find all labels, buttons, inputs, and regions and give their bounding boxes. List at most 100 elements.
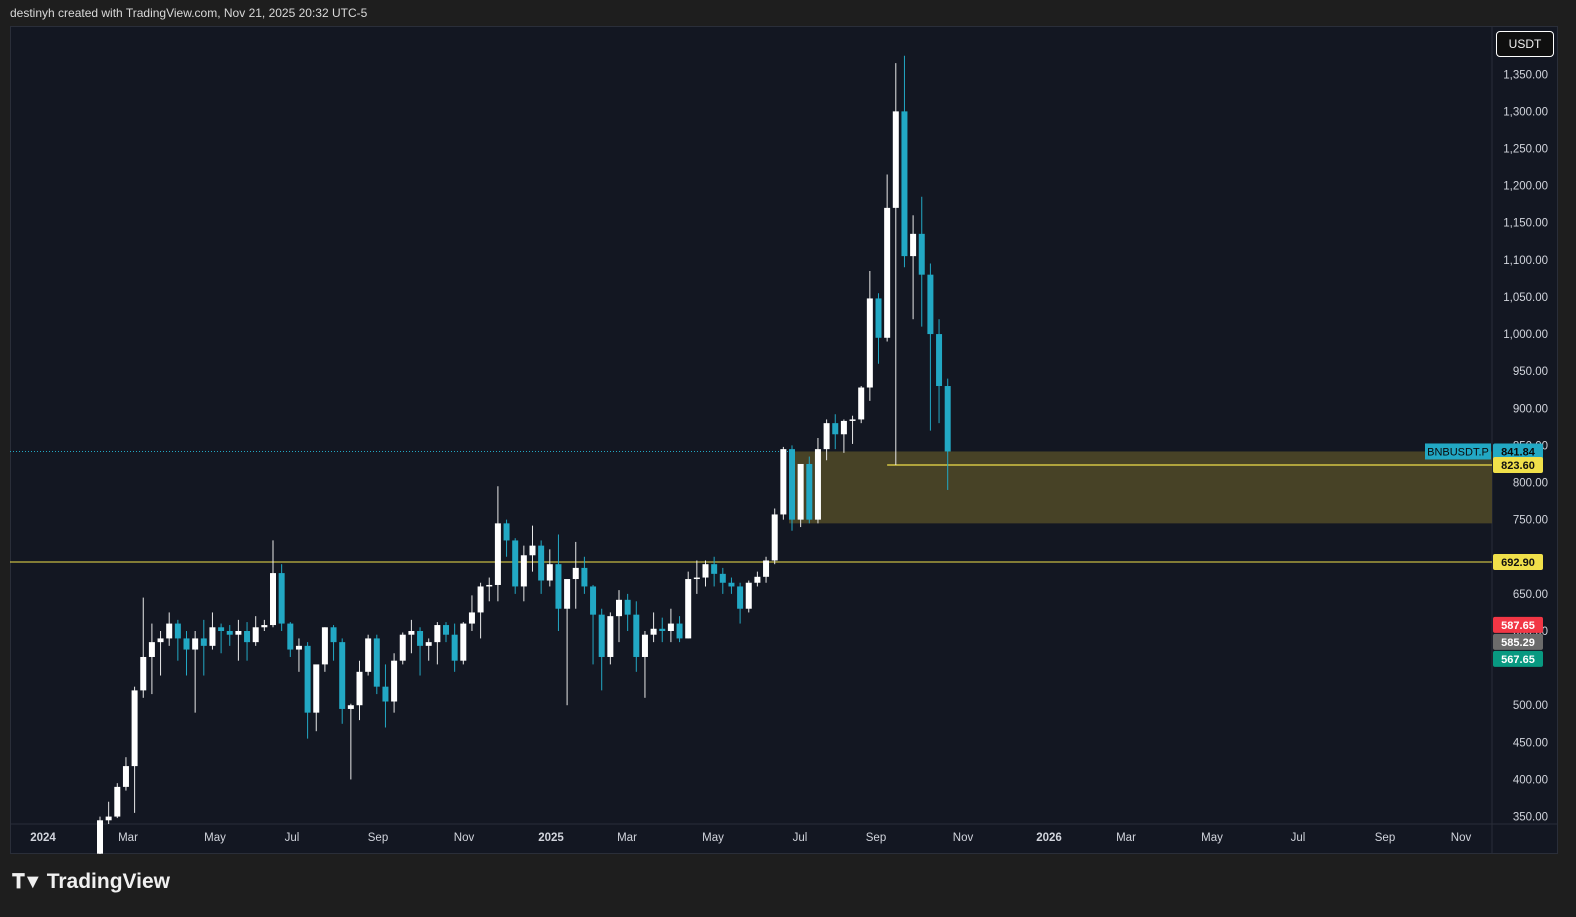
candle-body[interactable] xyxy=(789,449,795,520)
candle-body[interactable] xyxy=(572,567,579,580)
candle-body[interactable] xyxy=(140,656,147,691)
candle-body[interactable] xyxy=(711,564,718,574)
candle-body[interactable] xyxy=(408,630,415,635)
candle-body[interactable] xyxy=(486,584,493,587)
candle-body[interactable] xyxy=(468,612,475,624)
candle-body[interactable] xyxy=(529,545,536,556)
chart-panel[interactable] xyxy=(10,26,1558,854)
candle-body[interactable] xyxy=(252,627,259,643)
candle-body[interactable] xyxy=(754,576,761,583)
candle-body[interactable] xyxy=(287,623,294,650)
candle-body[interactable] xyxy=(460,623,467,661)
candle-body[interactable] xyxy=(771,514,778,561)
candle-body[interactable] xyxy=(901,111,908,257)
candle-body[interactable] xyxy=(192,638,199,650)
candle-body[interactable] xyxy=(737,586,744,609)
candle-body[interactable] xyxy=(339,642,346,709)
candle-body[interactable] xyxy=(131,690,138,767)
candle-body[interactable] xyxy=(780,449,787,515)
candle-body[interactable] xyxy=(910,233,917,257)
candle-body[interactable] xyxy=(936,334,943,387)
candle-body[interactable] xyxy=(875,298,882,338)
candle-body[interactable] xyxy=(148,642,155,657)
candle-body[interactable] xyxy=(858,387,865,420)
candle-body[interactable] xyxy=(581,567,588,587)
candle-body[interactable] xyxy=(616,599,622,617)
candle-body[interactable] xyxy=(304,645,311,713)
candle-body[interactable] xyxy=(330,627,337,643)
candle-body[interactable] xyxy=(763,560,770,577)
candle-body[interactable] xyxy=(218,627,225,631)
candle-body[interactable] xyxy=(728,582,735,587)
candle-body[interactable] xyxy=(641,634,648,657)
candle-body[interactable] xyxy=(667,623,674,631)
candle-body[interactable] xyxy=(244,630,251,643)
candle-body[interactable] xyxy=(114,786,121,817)
candle-body[interactable] xyxy=(226,630,233,635)
candle-body[interactable] xyxy=(719,573,726,583)
candle-body[interactable] xyxy=(512,540,519,587)
candle-body[interactable] xyxy=(174,623,181,639)
candle-body[interactable] xyxy=(944,386,951,452)
candle-body[interactable] xyxy=(546,564,553,581)
candle-body[interactable] xyxy=(590,586,597,615)
candle-body[interactable] xyxy=(892,111,899,208)
candle-body[interactable] xyxy=(849,419,856,421)
candle-body[interactable] xyxy=(399,634,406,661)
candle-body[interactable] xyxy=(270,573,276,626)
candle-body[interactable] xyxy=(745,582,752,609)
candle-body[interactable] xyxy=(702,564,709,578)
candle-body[interactable] xyxy=(823,423,830,450)
candle-body[interactable] xyxy=(278,573,285,624)
candle-body[interactable] xyxy=(814,449,821,520)
candle-body[interactable] xyxy=(520,555,527,587)
candle-body[interactable] xyxy=(564,579,571,609)
candle-body[interactable] xyxy=(538,545,545,581)
candle-body[interactable] xyxy=(166,623,173,639)
candle-body[interactable] xyxy=(607,616,614,657)
candle-body[interactable] xyxy=(365,638,372,672)
candle-body[interactable] xyxy=(97,820,103,854)
candle-body[interactable] xyxy=(183,638,190,650)
candle-body[interactable] xyxy=(157,638,164,643)
candle-body[interactable] xyxy=(347,705,354,709)
candle-body[interactable] xyxy=(417,630,424,646)
candle-body[interactable] xyxy=(391,660,398,702)
candle-body[interactable] xyxy=(295,645,302,650)
candle-body[interactable] xyxy=(494,523,501,585)
candle-body[interactable] xyxy=(382,686,389,702)
candle-body[interactable] xyxy=(840,420,847,435)
currency-button[interactable]: USDT xyxy=(1496,31,1554,57)
candlestick-chart[interactable]: 350.00400.00450.00500.00600.00650.00750.… xyxy=(10,26,1558,854)
candle-body[interactable] xyxy=(832,423,839,435)
candle-body[interactable] xyxy=(650,628,657,635)
candle-body[interactable] xyxy=(676,623,683,639)
candle-body[interactable] xyxy=(261,625,268,628)
candle-body[interactable] xyxy=(122,766,129,787)
candle-body[interactable] xyxy=(866,298,873,388)
candle-body[interactable] xyxy=(555,564,562,609)
candle-body[interactable] xyxy=(425,642,432,646)
candle-body[interactable] xyxy=(235,630,242,635)
candle-body[interactable] xyxy=(693,577,700,580)
candle-body[interactable] xyxy=(918,233,925,275)
candle-body[interactable] xyxy=(200,638,207,646)
candle-body[interactable] xyxy=(356,671,363,706)
candle-body[interactable] xyxy=(503,523,510,541)
candle-body[interactable] xyxy=(927,274,934,335)
candle-body[interactable] xyxy=(434,625,441,643)
candle-body[interactable] xyxy=(321,627,328,665)
candle-body[interactable] xyxy=(209,627,216,646)
tradingview-brand[interactable]: 𝐓▼ TradingView xyxy=(12,870,170,894)
candle-body[interactable] xyxy=(633,614,640,657)
candle-body[interactable] xyxy=(884,207,891,338)
candle-body[interactable] xyxy=(373,638,380,687)
candle-body[interactable] xyxy=(806,463,813,520)
candle-body[interactable] xyxy=(624,599,631,615)
candle-body[interactable] xyxy=(477,586,484,613)
candle-body[interactable] xyxy=(797,463,804,520)
candle-body[interactable] xyxy=(451,634,458,661)
candle-body[interactable] xyxy=(443,625,449,635)
candle-body[interactable] xyxy=(105,816,112,821)
candle-body[interactable] xyxy=(313,664,320,713)
